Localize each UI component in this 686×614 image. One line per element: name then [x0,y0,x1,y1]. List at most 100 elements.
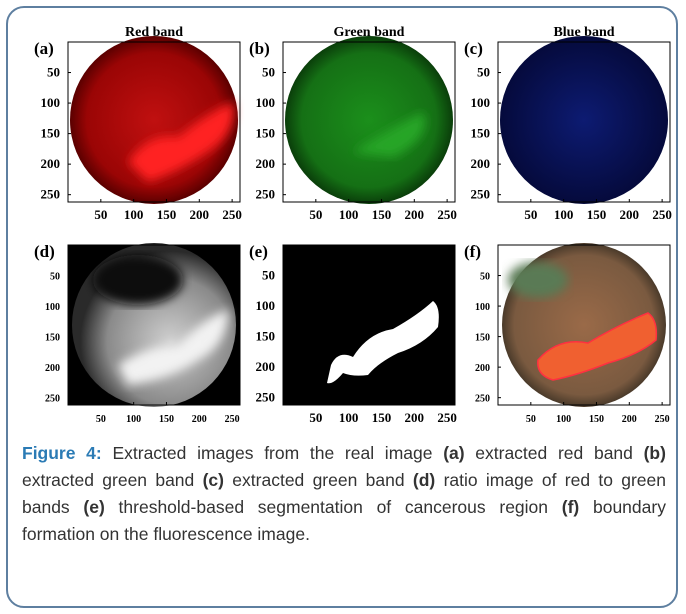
y-tick-label: 200 [45,363,60,374]
panel-title: Red band [125,25,183,40]
y-tick-label: 50 [262,268,275,283]
panel: (c) Blue band 50 100 150 200 250 50 100 150 200 250 [464,25,672,222]
panel-label: (f) [464,242,481,261]
x-tick-label: 250 [225,414,240,425]
panel-label: (c) [464,39,483,58]
x-tick-label: 100 [126,414,141,425]
panel-title: Green band [334,25,405,40]
lab: Figure 4: [22,443,102,463]
y-tick-label: 200 [471,156,491,171]
y-tick-label: 50 [47,65,60,80]
panel: (a) Red band 50 100 150 200 250 50 100 150 200 250 [34,25,242,222]
x-tick-label: 50 [309,410,322,425]
caption-text: extracted red band [475,443,633,463]
y-tick-label: 150 [41,126,61,141]
caption-bold: (d) [413,470,435,490]
y-tick-label: 150 [475,333,490,344]
y-tick-label: 250 [256,187,276,202]
y-tick-label: 250 [256,390,276,405]
x-tick-label: 250 [437,207,457,222]
panel-label: (d) [34,242,55,261]
x-tick-label: 200 [405,410,425,425]
panel-image [70,36,238,204]
panel-title: Blue band [553,25,614,40]
x-tick-label: 200 [405,207,425,222]
x-tick-label: 150 [589,414,604,425]
y-tick-label: 200 [256,156,276,171]
image [93,255,183,305]
y-tick-label: 250 [471,187,491,202]
x-tick-label: 50 [526,414,536,425]
x-tick-label: 250 [652,207,672,222]
panel-image [283,245,455,405]
y-tick-label: 200 [475,363,490,374]
caption-text: threshold-based segmentation of cancerou… [119,497,548,517]
x-tick-label: 200 [622,414,637,425]
y-tick-label: 100 [41,95,61,110]
x-tick-label: 100 [339,207,359,222]
caption-text: extracted green band [232,470,404,490]
y-tick-label: 150 [256,329,276,344]
panel-image [502,243,666,407]
x-tick-label: 100 [339,410,359,425]
x-tick-label: 50 [309,207,322,222]
y-tick-label: 100 [471,95,491,110]
y-tick-label: 100 [475,302,490,313]
x-tick-label: 100 [556,414,571,425]
x-tick-label: 150 [372,410,392,425]
y-tick-label: 100 [45,302,60,313]
panel-image [68,243,240,407]
x-tick-label: 200 [620,207,640,222]
caption-bold: (c) [203,470,224,490]
image [500,36,668,204]
caption: Figure 4: Extracted images from the real… [22,440,666,548]
y-tick-label: 150 [45,333,60,344]
x-tick-label: 150 [159,414,174,425]
panel: (e) 50 100 150 200 250 50 100 150 200 250 [249,242,457,425]
x-tick-label: 150 [157,207,177,222]
y-tick-label: 150 [256,126,276,141]
y-tick-label: 50 [480,272,490,283]
y-tick-label: 200 [41,156,61,171]
image [508,262,568,298]
caption-bold: (a) [443,443,464,463]
caption-text: Extracted images from the real image [112,443,432,463]
y-tick-label: 200 [256,359,276,374]
y-tick-label: 100 [256,95,276,110]
x-tick-label: 250 [437,410,457,425]
y-tick-label: 250 [45,394,60,405]
caption-bold: (f) [562,497,579,517]
x-tick-label: 100 [124,207,144,222]
panel-label: (b) [249,39,270,58]
x-tick-label: 150 [587,207,607,222]
y-tick-label: 50 [50,272,60,283]
panel-label: (e) [249,242,268,261]
panel-label: (a) [34,39,54,58]
x-tick-label: 250 [222,207,242,222]
y-tick-label: 150 [471,126,491,141]
image [285,36,453,204]
y-tick-label: 250 [41,187,61,202]
x-tick-label: 200 [192,414,207,425]
caption-bold: (e) [83,497,104,517]
y-tick-label: 50 [262,65,275,80]
x-tick-label: 50 [524,207,537,222]
panel-image [500,36,668,204]
panel: (b) Green band 50 100 150 200 250 50 100 150 200 25… [249,25,457,222]
x-tick-label: 50 [94,207,107,222]
x-tick-label: 200 [190,207,210,222]
y-tick-label: 50 [477,65,490,80]
x-tick-label: 50 [96,414,106,425]
panel-image [285,36,453,204]
panel: (f) 50 100 150 200 250 50 100 150 200 250 [464,242,670,425]
x-tick-label: 150 [372,207,392,222]
page: (a)Red band5010015020025050100150200250(… [0,0,686,614]
x-tick-label: 100 [554,207,574,222]
caption-text: extracted green band [22,470,194,490]
caption-bold: (b) [644,443,666,463]
panel: (d) 50 100 150 200 250 50 100 150 200 250 [34,242,240,425]
y-tick-label: 100 [256,298,276,313]
x-tick-label: 250 [655,414,670,425]
y-tick-label: 250 [475,394,490,405]
